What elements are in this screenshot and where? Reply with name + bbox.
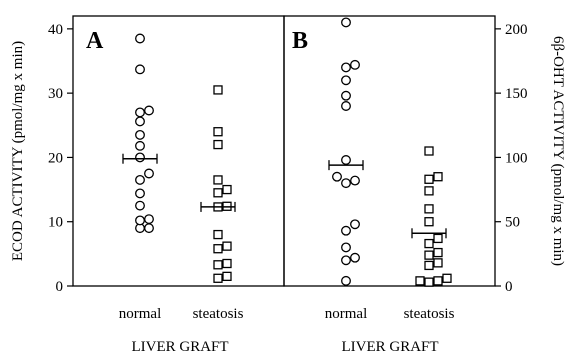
panel-b-y-axis: 0 50 100 150 200 [495, 22, 528, 295]
panel-a-y-tick-label-40: 40 [48, 22, 63, 38]
panel-a-normal-point-4 [135, 116, 145, 127]
panel-a-frame [72, 15, 285, 287]
panel-b-y-axis-title: 6β-OHT ACTIVITY (pmol/mg x min) [550, 36, 566, 266]
panel-b-y-tick-label-0: 0 [505, 279, 513, 295]
panel-b-frame [283, 15, 496, 287]
panel-b-data-marks [328, 17, 452, 287]
panel-b-x-tick-normal: normal [325, 306, 368, 322]
panel-b-normal-point-5 [341, 101, 351, 111]
panel-b-y-tick-label-50: 50 [505, 215, 520, 231]
panel-a-steatosis-point-13 [222, 271, 232, 282]
panel-b-normal-point-11 [341, 225, 351, 236]
panel-b-normal-point-1 [350, 59, 360, 70]
panel-a-y-axis: 0 10 20 30 40 [48, 22, 73, 295]
panel-b-steatosis-point-11 [424, 260, 434, 271]
panel-b-normal-point-4 [341, 90, 351, 101]
panel-a-steatosis-point-0 [213, 85, 223, 95]
panel-b-steatosis-point-3 [424, 186, 434, 196]
panel-a-normal-point-6 [135, 140, 145, 151]
panel-b-x-tick-steatosis: steatosis [404, 306, 455, 322]
panel-a-normal-point-9 [135, 174, 145, 185]
panel-b-normal-point-0 [341, 17, 351, 28]
panel-b-y-tick-label-200: 200 [505, 22, 528, 38]
panel-a-data-marks [122, 33, 236, 283]
panel-b-steatosis-point-9 [424, 250, 434, 260]
panel-a-steatosis-point-14 [213, 273, 223, 283]
panel-b-steatosis-point-2 [424, 174, 434, 184]
panel-b-steatosis-point-10 [433, 258, 443, 268]
panel-a-normal-point-3 [135, 107, 145, 118]
panel-b-steatosis-point-12 [442, 273, 452, 283]
panel-a: 0 10 20 30 40 A ECOD ACTIVITY (pmol/mg x min… [10, 15, 285, 355]
panel-a-normal-point-11 [135, 200, 145, 211]
panel-a-normal-point-13 [135, 215, 145, 226]
panel-b-y-tick-label-100: 100 [505, 150, 528, 166]
panel-b-steatosis-point-15 [424, 277, 434, 287]
panel-b-normal-point-9 [341, 178, 351, 189]
panel-b-normal-point-14 [341, 255, 351, 266]
panel-a-x-tick-steatosis: steatosis [193, 306, 244, 322]
panel-a-steatosis-point-9 [222, 241, 232, 251]
panel-b-steatosis-point-8 [433, 247, 443, 258]
panel-a-y-tick-label-10: 10 [48, 215, 63, 231]
panel-a-normal-point-10 [135, 188, 145, 199]
panel-b-steatosis-point-0 [424, 146, 434, 156]
panel-b-normal-point-10 [350, 219, 360, 230]
panel-a-steatosis-point-3 [213, 175, 223, 185]
panel-a-x-tick-normal: normal [119, 306, 162, 322]
panel-b-normal-point-15 [341, 275, 351, 286]
panel-b-steatosis-point-5 [424, 217, 434, 227]
panel-a-steatosis-point-11 [222, 258, 232, 269]
panel-a-steatosis-point-10 [213, 244, 223, 254]
panel-a-y-axis-title: ECOD ACTIVITY (pmol/mg x min) [10, 41, 26, 261]
panel-a-steatosis-point-5 [213, 188, 223, 198]
panel-a-y-tick-label-30: 30 [48, 86, 63, 102]
panel-b-normal-point-13 [350, 252, 360, 263]
panel-a-steatosis-point-8 [213, 229, 223, 240]
panel-b-normal-point-6 [341, 155, 351, 165]
panel-b-steatosis-point-14 [415, 276, 425, 286]
panel-b-normal-point-2 [341, 62, 351, 73]
panel-a-steatosis-point-12 [213, 260, 223, 270]
panel-a-steatosis-point-2 [213, 139, 223, 150]
panel-b-steatosis-point-7 [424, 238, 434, 249]
panel-a-normal-point-7 [135, 152, 145, 163]
panel-b-normal-point-8 [350, 175, 360, 186]
panel-a-normal-point-8 [144, 168, 154, 179]
panel-b-steatosis-point-6 [433, 233, 443, 244]
panel-a-normal-point-15 [144, 223, 154, 234]
panel-a-label: A [86, 28, 104, 54]
panel-b-label: B [292, 28, 308, 54]
panel-b-steatosis-point-1 [433, 172, 443, 182]
panel-a-normal-point-5 [135, 129, 145, 140]
panel-a-steatosis-point-1 [213, 127, 223, 137]
panel-a-y-tick-label-0: 0 [56, 279, 64, 295]
panel-a-normal-point-1 [135, 64, 145, 75]
panel-b-normal-point-12 [341, 242, 351, 253]
panel-a-steatosis-point-4 [222, 184, 232, 195]
panel-b: 0 50 100 150 200 B 6β-OHT ACTIVITY (pmol/mg … [283, 15, 566, 355]
panel-b-normal-point-7 [332, 171, 342, 182]
panel-b-y-tick-label-150: 150 [505, 86, 528, 102]
panel-a-normal-point-12 [144, 214, 154, 225]
panel-a-normal-point-0 [135, 33, 145, 44]
panel-b-x-axis-title: LIVER GRAFT [341, 339, 438, 355]
panel-b-steatosis-point-4 [424, 204, 434, 214]
panel-a-x-axis-title: LIVER GRAFT [131, 339, 228, 355]
panel-b-normal-point-3 [341, 75, 351, 86]
panel-b-steatosis-point-13 [433, 276, 443, 286]
panel-a-normal-point-2 [144, 105, 154, 116]
panel-a-y-tick-label-20: 20 [48, 150, 63, 166]
